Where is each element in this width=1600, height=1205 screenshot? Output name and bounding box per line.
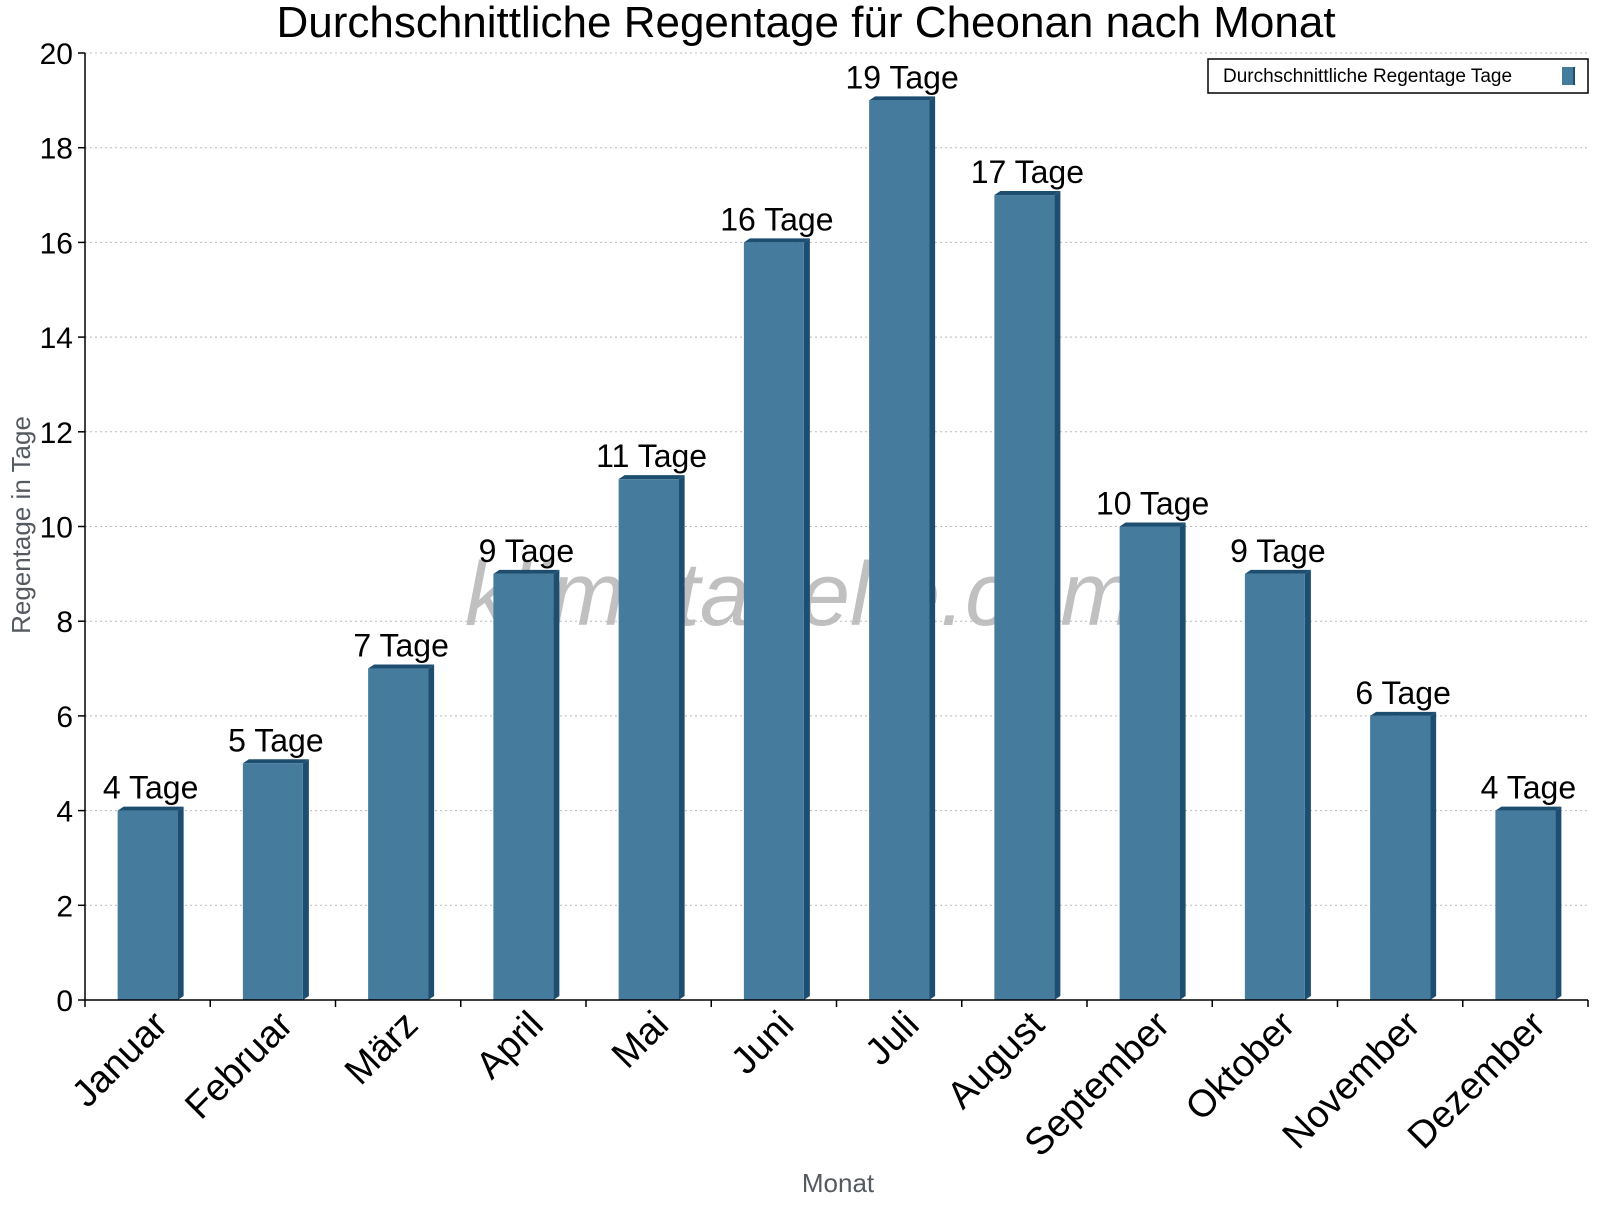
bar-side (302, 759, 309, 1000)
data-label: 7 Tage (353, 628, 449, 664)
bar-top (994, 191, 1061, 196)
bar-side (929, 96, 936, 1001)
y-tick-label: 0 (56, 985, 73, 1018)
y-tick-label: 6 (56, 701, 73, 734)
data-label: 9 Tage (1230, 533, 1326, 569)
y-tick-label: 2 (56, 890, 73, 923)
x-tick-label: Januar (64, 1003, 176, 1115)
x-tick-label: Februar (177, 1003, 301, 1127)
bar-top (242, 759, 309, 764)
bar-top (1119, 522, 1186, 527)
bar (743, 242, 804, 1000)
data-label: 4 Tage (103, 770, 199, 806)
bar-side (803, 238, 810, 1000)
legend-swatch (1562, 67, 1573, 85)
bar-side (678, 475, 685, 1000)
legend-label: Durchschnittliche Regentage Tage (1223, 66, 1512, 87)
bar (368, 668, 429, 1000)
bar (618, 479, 679, 1000)
x-axis-title: Monat (802, 1168, 875, 1198)
y-tick-label: 12 (40, 417, 73, 450)
bar-side (177, 806, 184, 1000)
bar-top (1370, 711, 1437, 716)
data-label: 6 Tage (1355, 675, 1451, 711)
bar-side (1430, 711, 1437, 1000)
bar (1119, 526, 1180, 1000)
y-tick-label: 4 (56, 796, 73, 829)
x-tick-label: März (337, 1004, 426, 1093)
bar-top (618, 475, 685, 480)
chart-title: Durchschnittliche Regentage für Cheonan … (276, 0, 1335, 47)
bar-top (1244, 569, 1311, 574)
bar-top (368, 664, 435, 669)
data-labels: 4 Tage 5 Tage 7 Tage 9 Tage 11 Tage 16 Tage 19… (103, 59, 1576, 805)
bar (869, 100, 930, 1001)
bar (1495, 810, 1556, 1000)
data-label: 17 Tage (971, 154, 1084, 190)
legend-box (1207, 58, 1589, 94)
y-tick-label: 16 (40, 227, 73, 260)
bar-top (869, 96, 936, 101)
bar (493, 573, 554, 1000)
data-label: 16 Tage (720, 201, 833, 237)
y-tick-label: 18 (40, 133, 73, 166)
bar-side (1054, 191, 1061, 1001)
bar (1370, 715, 1431, 1000)
x-tick-label: Juni (723, 1004, 802, 1083)
bar-top (117, 806, 184, 811)
bar (1244, 573, 1305, 1000)
data-label: 5 Tage (228, 722, 324, 758)
x-tick-label: Dezember (1400, 1003, 1554, 1157)
bar (242, 763, 303, 1000)
grid-lines (85, 52, 1588, 906)
bar-top (1495, 806, 1562, 811)
bar-side (1304, 569, 1311, 1000)
x-tick-label: August (939, 1003, 1053, 1117)
legend: Durchschnittliche Regentage Tage (1207, 58, 1589, 94)
x-tick-label: April (468, 1004, 551, 1087)
legend-swatch-side (1573, 67, 1575, 85)
bars (117, 96, 1562, 1001)
bar-top (493, 569, 560, 574)
bar-side (428, 664, 435, 1000)
y-axis-title: Regentage in Tage (6, 416, 36, 634)
y-tick-label: 14 (40, 322, 73, 355)
y-tick-label: 20 (40, 38, 73, 71)
y-tick-label: 10 (40, 512, 73, 545)
bar-side (1555, 806, 1562, 1000)
bar (994, 195, 1055, 1001)
data-label: 9 Tage (479, 533, 575, 569)
bar-side (1179, 522, 1186, 1000)
x-tick-label: Mai (604, 1004, 677, 1077)
bar (117, 810, 178, 1000)
data-label: 10 Tage (1096, 486, 1209, 522)
data-label: 4 Tage (1481, 770, 1577, 806)
data-label: 19 Tage (845, 59, 958, 95)
x-tick-label: Juli (857, 1004, 927, 1074)
y-tick-label: 8 (56, 606, 73, 639)
data-label: 11 Tage (596, 438, 707, 474)
bar-side (553, 569, 560, 1000)
x-tick-label: Oktober (1178, 1003, 1304, 1129)
bar-top (743, 238, 810, 243)
